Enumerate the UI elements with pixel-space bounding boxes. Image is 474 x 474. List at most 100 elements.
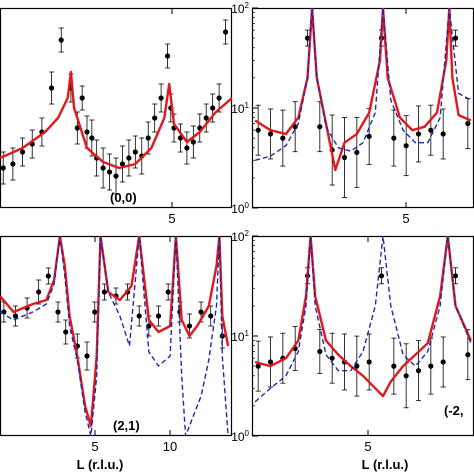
data-point xyxy=(100,165,106,171)
panel-frame xyxy=(0,235,233,437)
data-point xyxy=(155,313,162,319)
y-tick-exponent: 1 xyxy=(245,329,250,338)
data-point xyxy=(452,35,459,41)
fit-curve-red xyxy=(254,8,472,172)
data-point xyxy=(0,165,6,171)
fit-curve-blue-dashed xyxy=(0,236,229,436)
data-point xyxy=(267,131,274,137)
data-point xyxy=(10,161,16,167)
data-point xyxy=(184,145,190,151)
y-tick-exponent: 0 xyxy=(245,201,250,210)
data-point xyxy=(216,95,222,101)
panel-frame xyxy=(0,7,233,209)
fit-curve-red xyxy=(0,70,232,170)
data-point xyxy=(126,155,132,161)
plot-area xyxy=(0,236,230,436)
plot-area xyxy=(0,19,232,195)
data-point xyxy=(113,173,119,179)
data-point xyxy=(106,169,113,175)
data-point xyxy=(101,289,107,295)
y-tick-label: 102 xyxy=(231,1,249,16)
data-point xyxy=(79,95,85,101)
panel-label: (0,0) xyxy=(110,190,137,205)
data-point xyxy=(203,115,209,121)
data-point xyxy=(152,115,158,121)
data-point xyxy=(165,289,171,295)
data-point xyxy=(58,37,64,43)
y-tick-exponent: 2 xyxy=(245,1,250,10)
x-axis-label: L (r.l.u.) xyxy=(362,457,409,472)
y-tick-exponent: 1 xyxy=(245,101,250,110)
data-point xyxy=(415,368,422,374)
data-point xyxy=(465,120,471,127)
data-point xyxy=(198,309,204,315)
data-point xyxy=(55,309,61,315)
data-point xyxy=(428,127,434,133)
data-point xyxy=(136,313,142,319)
x-tick-label: 5 xyxy=(402,211,409,226)
data-points xyxy=(255,29,471,198)
data-point xyxy=(210,105,216,111)
data-point xyxy=(132,149,138,155)
y-tick-label: 100 xyxy=(231,429,249,444)
fit-curve-blue-dashed xyxy=(254,8,472,161)
data-point xyxy=(45,273,51,279)
data-point xyxy=(403,143,409,149)
data-point xyxy=(84,129,90,135)
data-point xyxy=(84,353,90,359)
y-tick-label: 100 xyxy=(231,201,249,216)
data-point xyxy=(366,133,372,139)
y-tick-label: 101 xyxy=(231,101,249,116)
data-points xyxy=(255,267,471,409)
plot-area xyxy=(254,8,472,198)
data-point xyxy=(366,359,372,365)
data-point xyxy=(280,135,286,141)
data-point xyxy=(208,313,214,319)
data-point xyxy=(119,161,126,167)
data-point xyxy=(440,359,446,365)
data-point xyxy=(255,363,261,369)
panel-2: 5 10 (2,1) L (r.l.u.) xyxy=(0,235,233,472)
data-point xyxy=(19,149,26,155)
data-point xyxy=(190,139,196,145)
data-point xyxy=(341,154,348,161)
data-point xyxy=(378,273,385,279)
data-point xyxy=(89,135,95,141)
data-point xyxy=(354,149,360,155)
data-point xyxy=(255,127,261,133)
y-tick-label: 101 xyxy=(231,329,249,344)
x-tick-label: 5 xyxy=(91,439,98,454)
data-point xyxy=(222,29,229,35)
data-points xyxy=(1,267,225,371)
panel-0: 5 (0,0) xyxy=(0,7,233,226)
y-tick-exponent: 0 xyxy=(245,429,250,438)
data-point xyxy=(267,359,274,365)
panel-frame xyxy=(251,7,474,209)
data-point xyxy=(403,373,409,379)
fit-curve-red xyxy=(0,236,230,428)
panel-frame xyxy=(251,235,474,437)
panel-label: (2,1) xyxy=(113,418,140,433)
data-point xyxy=(74,125,80,131)
data-points xyxy=(0,19,229,195)
data-point xyxy=(391,363,397,369)
panel-label: (-2, xyxy=(444,403,464,418)
data-point xyxy=(317,124,323,130)
data-point xyxy=(145,135,151,141)
data-point xyxy=(186,323,193,329)
data-point xyxy=(158,95,164,101)
data-point xyxy=(63,329,69,335)
x-tick-label: 5 xyxy=(168,211,175,226)
data-point xyxy=(452,273,459,279)
data-point xyxy=(440,131,446,137)
data-point xyxy=(36,289,42,295)
data-point xyxy=(164,53,171,59)
data-point xyxy=(48,85,55,91)
x-tick-label: 10 xyxy=(163,439,177,454)
y-tick-exponent: 2 xyxy=(245,229,250,238)
data-point xyxy=(92,309,98,315)
data-point xyxy=(354,363,360,369)
